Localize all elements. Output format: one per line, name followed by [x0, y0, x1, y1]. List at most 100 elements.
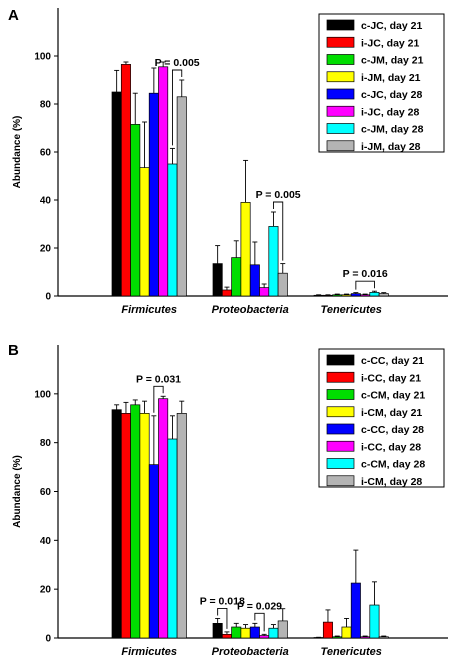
bar: [369, 604, 380, 639]
legend-label: c-JM, day 28: [361, 124, 424, 136]
bar: [350, 582, 361, 639]
legend-label: c-CM, day 28: [361, 459, 425, 471]
legend-label: c-CC, day 21: [361, 355, 424, 367]
bar: [212, 263, 223, 297]
legend-label: i-JC, day 28: [361, 106, 420, 118]
bar: [332, 636, 343, 639]
category-label: Proteobacteria: [212, 646, 289, 658]
bar: [240, 202, 251, 297]
legend-swatch: [326, 88, 355, 100]
legend-label: i-CC, day 28: [361, 441, 421, 453]
significance-bracket: [153, 385, 164, 413]
bar: [341, 294, 352, 297]
y-tick-label: 80: [40, 438, 52, 449]
legend-swatch: [326, 105, 355, 117]
y-tick-label: 60: [40, 487, 52, 498]
panel-letter: A: [8, 7, 19, 24]
legend-swatch: [326, 389, 355, 400]
bar: [111, 409, 122, 639]
legend-swatch: [326, 458, 355, 469]
bar: [167, 163, 178, 297]
legend-swatch: [326, 440, 355, 452]
p-value-label: P = 0.016: [343, 268, 388, 280]
bar: [378, 293, 389, 297]
legend-label: i-JC, day 21: [361, 37, 420, 49]
panel-letter: B: [8, 342, 19, 359]
legend-swatch: [326, 54, 355, 65]
bar: [158, 66, 169, 297]
p-value-label: P = 0.018: [200, 595, 245, 607]
legend-swatch: [326, 475, 355, 487]
chart-panel-B: B 0 20 40 60 80 100 Abundance (%) Firmicutes Prot…: [8, 342, 448, 658]
bar: [313, 294, 324, 297]
p-value-label: P = 0.005: [256, 189, 301, 201]
legend-swatch: [326, 140, 355, 152]
y-tick-label: 20: [40, 585, 52, 596]
bar: [350, 293, 361, 297]
y-tick-label: 80: [40, 100, 52, 111]
legend-label: c-JM, day 21: [361, 55, 424, 67]
category-label: Proteobacteria: [212, 304, 289, 316]
bar: [120, 413, 131, 639]
bar: [176, 413, 187, 639]
y-tick-label: 60: [40, 148, 52, 159]
bar: [277, 272, 288, 297]
bar: [277, 620, 288, 639]
bar: [322, 294, 333, 297]
bar: [369, 292, 380, 297]
p-value-label: P = 0.029: [237, 600, 282, 612]
y-tick-label: 40: [40, 196, 52, 207]
bar: [249, 264, 260, 297]
legend-label: i-CC, day 21: [361, 372, 421, 384]
y-tick-label: 100: [34, 389, 51, 400]
legend: c-JC, day 21 i-JC, day 21 c-JM, day 21 i-JM…: [318, 13, 445, 153]
legend-label: i-CM, day 21: [361, 407, 422, 419]
legend-label: c-JC, day 28: [361, 89, 422, 101]
legend-swatch: [326, 36, 355, 48]
bar: [148, 92, 159, 297]
bar: [322, 621, 333, 639]
bar: [167, 438, 178, 639]
bar: [249, 626, 260, 639]
y-tick-label: 100: [34, 52, 51, 63]
y-tick-label: 40: [40, 536, 52, 547]
legend-swatch: [326, 423, 355, 435]
bar: [130, 124, 141, 297]
bar: [332, 294, 343, 297]
y-axis-label: Abundance (%): [12, 116, 23, 189]
significance-bracket: [355, 280, 375, 290]
bar: [268, 226, 279, 297]
legend-swatch: [326, 123, 355, 134]
y-axis-label: Abundance (%): [12, 455, 23, 528]
bar: [111, 91, 122, 297]
bar: [231, 626, 242, 639]
bar: [259, 287, 270, 297]
chart-panel-A: A 0 20 40 60 80 100 Abundance (%) Firmicutes Prot…: [8, 7, 448, 316]
bar: [341, 626, 352, 639]
bar: [221, 289, 232, 297]
legend-label: c-CM, day 21: [361, 390, 425, 402]
legend-label: c-JC, day 21: [361, 20, 422, 32]
legend-swatch: [326, 71, 355, 83]
bar: [231, 257, 242, 297]
bar: [259, 635, 270, 639]
legend-label: c-CC, day 28: [361, 424, 424, 436]
legend-label: i-CM, day 28: [361, 476, 422, 488]
bar: [240, 627, 251, 639]
legend: c-CC, day 21 i-CC, day 21 c-CM, day 21 i-CM…: [318, 348, 445, 488]
bar: [139, 167, 150, 297]
bar: [268, 627, 279, 639]
bar: [378, 636, 389, 639]
category-label: Tenericutes: [321, 304, 382, 316]
p-value-label: P = 0.005: [155, 57, 200, 69]
legend-swatch: [326, 19, 355, 31]
y-tick-label: 0: [45, 634, 51, 645]
bar: [130, 404, 141, 639]
bar: [176, 96, 187, 297]
category-label: Tenericutes: [321, 646, 382, 658]
legend-swatch: [326, 354, 355, 366]
y-tick-label: 20: [40, 244, 52, 255]
significance-bracket: [254, 612, 265, 632]
legend-label: i-JM, day 21: [361, 72, 421, 84]
legend-swatch: [326, 371, 355, 383]
